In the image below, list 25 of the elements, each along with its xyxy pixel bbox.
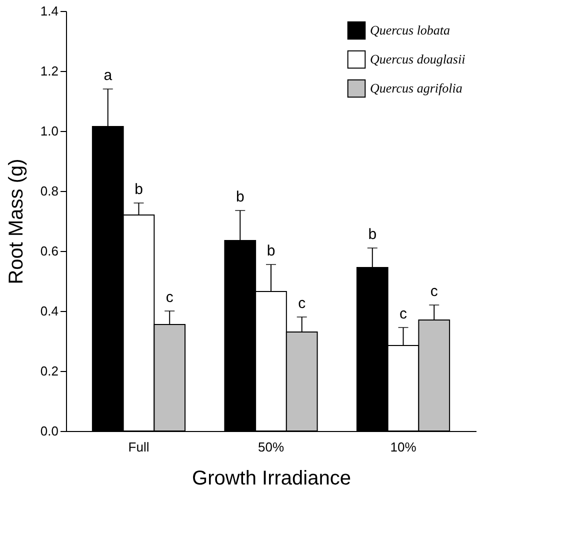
y-tick-label: 0.4 bbox=[40, 304, 58, 318]
y-tick-label: 1.0 bbox=[40, 124, 58, 138]
data-label: c bbox=[166, 289, 174, 306]
y-tick-label: 1.4 bbox=[40, 4, 58, 18]
data-label: b bbox=[236, 188, 244, 206]
data-label: b bbox=[368, 226, 377, 243]
legend-label: Quercus lobata bbox=[370, 22, 451, 38]
x-tick-label: 10% bbox=[390, 440, 417, 454]
y-tick-label: 0.0 bbox=[40, 424, 58, 438]
legend-label: Quercus agrifolia bbox=[370, 80, 463, 96]
data-label: a bbox=[104, 67, 113, 84]
legend-label: Quercus douglasii bbox=[370, 52, 466, 66]
data-label: c bbox=[400, 306, 408, 322]
y-tick-label: 0.8 bbox=[40, 184, 58, 198]
data-label: b bbox=[266, 242, 276, 260]
data-label: b bbox=[134, 181, 143, 198]
y-tick-label: 1.2 bbox=[40, 64, 58, 78]
x-axis-title: Growth Irradiance bbox=[192, 468, 351, 490]
data-label: c bbox=[298, 295, 306, 312]
data-label: c bbox=[430, 283, 438, 300]
x-tick-label: Full bbox=[128, 440, 150, 454]
x-tick-label: 50% bbox=[258, 440, 284, 454]
y-tick-label: 0.2 bbox=[40, 364, 58, 378]
y-tick-label: 0.6 bbox=[40, 244, 58, 258]
y-axis-title: Root Mass (g) bbox=[5, 158, 28, 284]
